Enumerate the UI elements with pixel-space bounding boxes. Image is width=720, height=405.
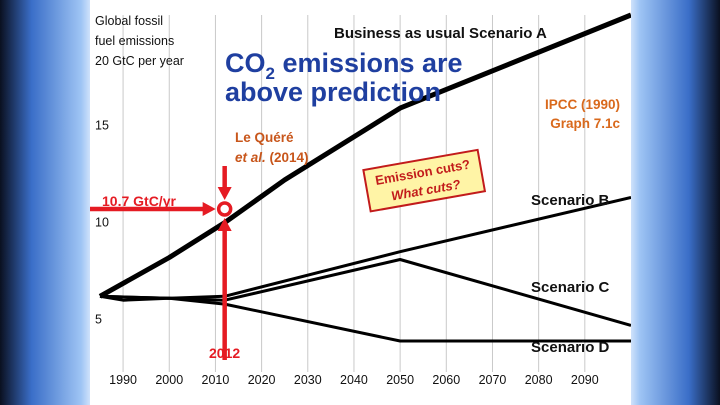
arrow-down-head <box>217 187 232 201</box>
x-tick-2020: 2020 <box>248 373 276 387</box>
observation-arrows <box>90 166 233 360</box>
x-tick-2050: 2050 <box>386 373 414 387</box>
right-backdrop <box>631 0 720 405</box>
emissions-chart: 1990 2000 2010 2020 2030 2040 2050 2060 2070 2080… <box>90 12 631 387</box>
observed-point-marker <box>216 201 233 217</box>
x-tick-2010: 2010 <box>202 373 230 387</box>
series-line-0 <box>98 12 631 299</box>
left-backdrop <box>0 0 90 405</box>
source-line-1: IPCC (1990) <box>545 97 620 112</box>
citation-name: Le Quéré <box>235 130 294 145</box>
x-tick-2040: 2040 <box>340 373 368 387</box>
headline-line-2: above prediction <box>225 77 441 107</box>
callout-box: Emission cuts? What cuts? <box>362 148 487 213</box>
ylabel-line-3: 20 GtC per year <box>95 54 184 68</box>
x-tick-2080: 2080 <box>525 373 553 387</box>
series-line-3 <box>99 294 631 343</box>
y-tick-10: 10 <box>95 216 109 230</box>
x-tick-2070: 2070 <box>479 373 507 387</box>
label-scenario-a: Business as usual Scenario A <box>334 25 547 42</box>
ylabel-line-2: fuel emissions <box>95 34 174 48</box>
ylabel-line-1: Global fossil <box>95 14 163 28</box>
x-tick-2060: 2060 <box>432 373 460 387</box>
gridlines <box>122 15 586 372</box>
y-tick-5: 5 <box>95 313 102 327</box>
x-tick-2090: 2090 <box>571 373 599 387</box>
x-tick-2000: 2000 <box>155 373 183 387</box>
source-line-2: Graph 7.1c <box>550 116 620 131</box>
headline-line-1: CO2 emissions are <box>225 48 463 83</box>
x-tick-2030: 2030 <box>294 373 322 387</box>
label-scenario-c: Scenario C <box>531 279 610 296</box>
citation-rest: et al. (2014) <box>235 150 309 165</box>
arrow-up-head <box>217 218 232 232</box>
x-tick-1990: 1990 <box>109 373 137 387</box>
tick-labels: 1990 2000 2010 2020 2030 2040 2050 2060 2070 2080… <box>95 119 599 387</box>
callout-rect <box>362 148 487 213</box>
label-scenario-b: Scenario B <box>531 192 610 209</box>
value-label: 10.7 GtC/yr <box>102 193 176 209</box>
chart-panel: 1990 2000 2010 2020 2030 2040 2050 2060 2070 2080… <box>90 0 631 405</box>
y-tick-15: 15 <box>95 119 109 133</box>
label-scenario-d: Scenario D <box>531 339 610 356</box>
arrow-horizontal-head <box>202 202 216 217</box>
year-label: 2012 <box>209 345 240 361</box>
